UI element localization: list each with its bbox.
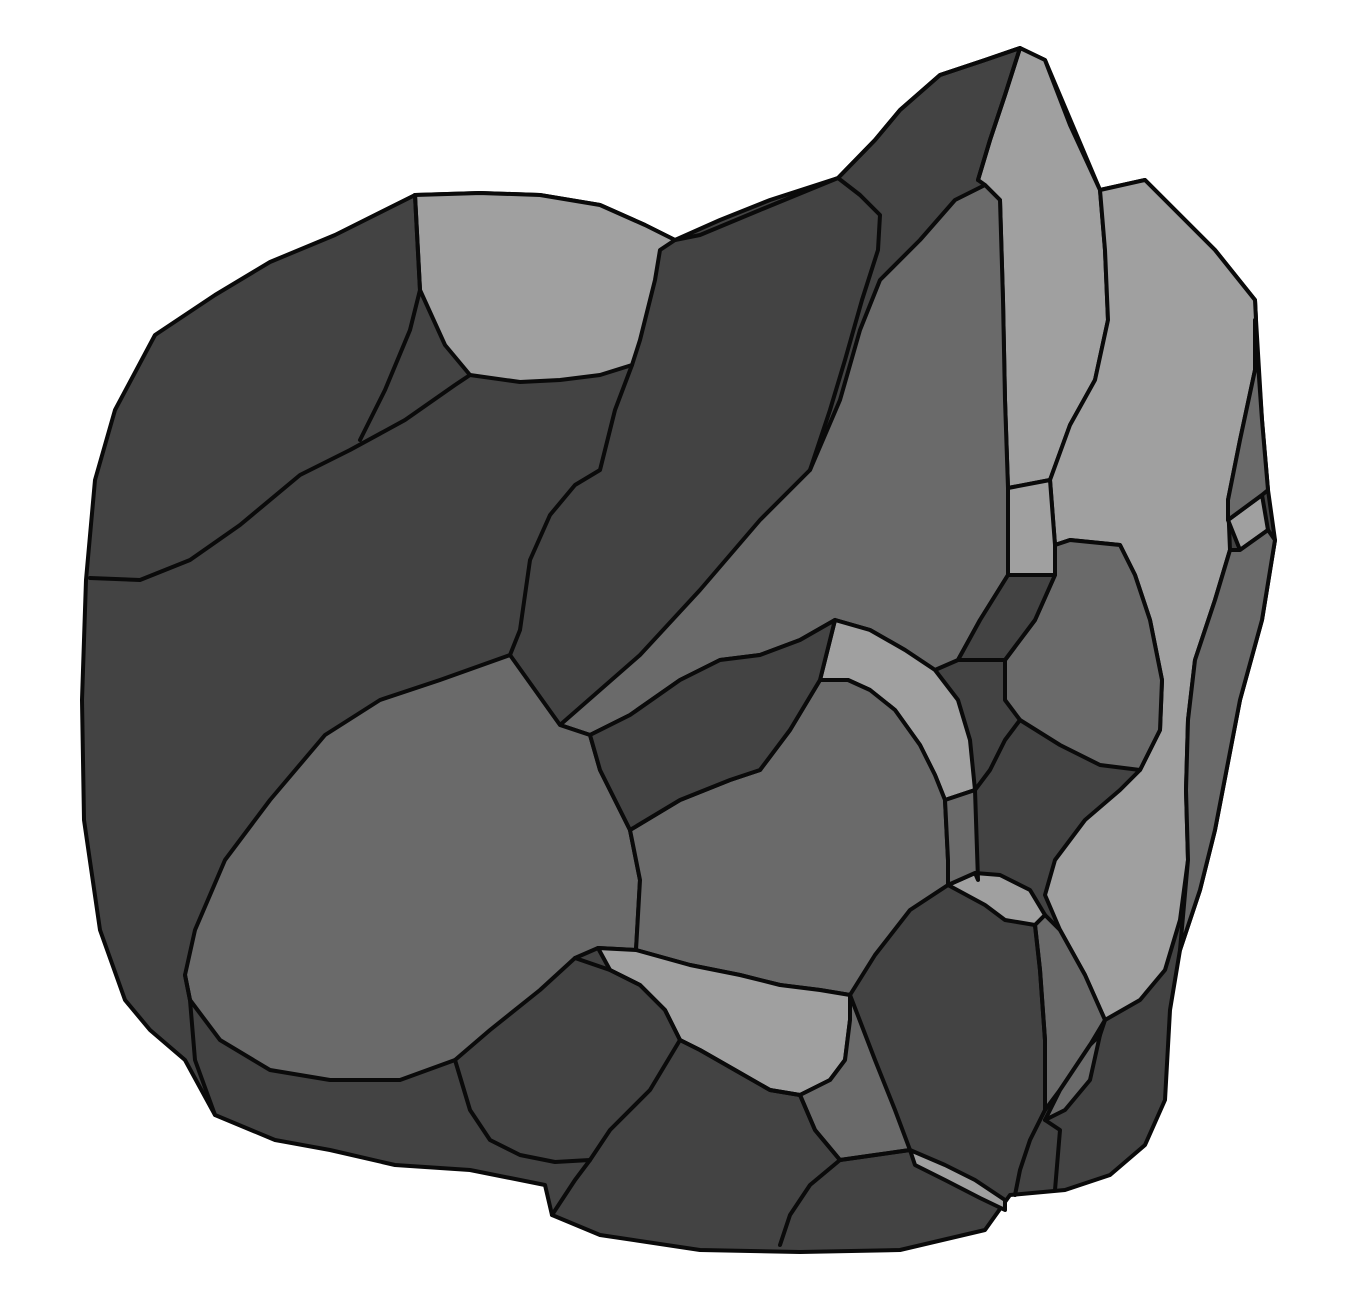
crack-line-right-mid xyxy=(973,718,1022,792)
right-lower-edge-mid-facet xyxy=(1178,528,1277,952)
crack-line-upper-left xyxy=(358,193,422,442)
crack-line-mid xyxy=(508,363,634,657)
bottom-right-light-sliver xyxy=(908,1148,1007,1212)
crack-line-left xyxy=(88,373,472,582)
center-dark-band xyxy=(588,618,837,832)
crack-line-right-inner xyxy=(1043,1118,1062,1192)
crack-line-lower xyxy=(183,973,217,1117)
crack-line-right-column xyxy=(1013,923,1047,1197)
crack-line-ridge xyxy=(836,46,1022,182)
top-left-light-facet xyxy=(413,191,677,384)
crack-line-right-lower xyxy=(1098,1018,1107,1037)
crack-line-bottom-mid xyxy=(573,956,682,1162)
crack-line-center-upper xyxy=(673,176,882,472)
right-edge-mid-facet xyxy=(1226,318,1270,522)
crack-line-bottom-left xyxy=(453,1058,592,1217)
crack-line-bottom-right xyxy=(838,1148,912,1162)
mid-right-light-patch xyxy=(1006,478,1057,577)
center-right-mid-strip xyxy=(943,788,980,887)
right-middle-dark-facet xyxy=(956,573,1057,662)
crack-line-bottom-center xyxy=(678,1038,842,1247)
